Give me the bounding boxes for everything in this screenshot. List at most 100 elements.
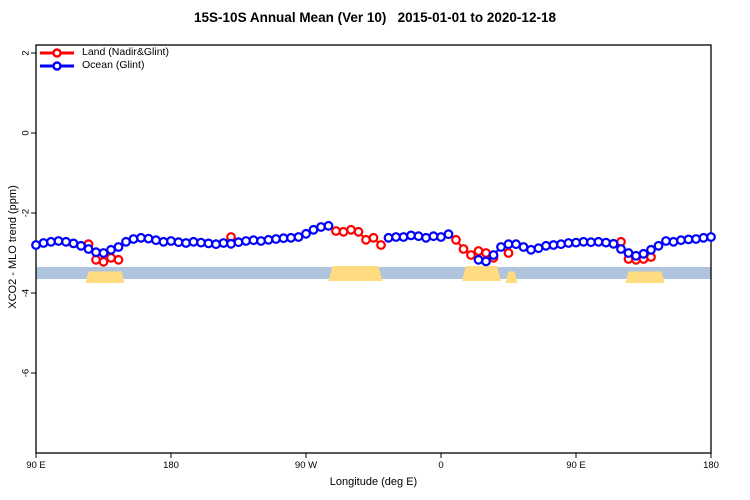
data-point [406,230,416,241]
data-point [181,238,191,248]
data-point [196,237,206,248]
data-point [638,248,649,259]
data-point [241,236,251,246]
data-point [668,236,679,247]
surface-strip [36,266,711,283]
axis-ticks: 90 E 180 90 W 0 90 E 180 2 0 -2 -4 -6 [21,50,719,471]
data-point [676,235,686,246]
data-point [113,254,124,265]
land-legend-marker [40,47,74,58]
land-strip-segment [328,266,383,281]
data-point [601,237,611,248]
ocean-series [31,220,716,267]
data-point [706,232,716,242]
data-point [413,231,424,242]
land-strip-segment [625,271,665,283]
data-point [203,238,214,249]
data-point [466,250,476,260]
data-point [571,237,581,248]
legend-label-ocean: Ocean (Glint) [82,59,145,71]
legend: Land (Nadir&Glint) Ocean (Glint) [39,46,169,72]
data-point [698,232,709,243]
data-point [616,244,626,254]
legend-label-land: Land (Nadir&Glint) [82,46,169,58]
land-strip-segment [462,266,501,281]
data-point [151,235,161,246]
data-point [166,236,176,246]
data-point [398,232,409,242]
data-point [428,231,439,242]
data-point [323,220,334,231]
legend-item-ocean: Ocean (Glint) [39,59,169,72]
data-point [488,250,499,260]
y-tick-label: -2 [21,209,32,217]
data-point [233,237,244,248]
data-point [331,226,341,236]
data-point [421,232,431,243]
data-point [128,234,139,244]
data-point [451,234,461,245]
data-point [443,229,454,240]
land-strip-segment [85,271,125,283]
data-point [368,232,379,243]
data-point [481,256,491,267]
data-point [593,236,604,247]
data-point [383,232,394,243]
data-point [541,240,551,251]
data-point [46,236,56,247]
data-point [376,240,386,250]
data-point [256,236,266,246]
y-axis-title: XCO2 - MLO trend (ppm) [7,185,19,309]
data-point [173,237,184,248]
plot-box [35,44,712,454]
y-tick-label: 0 [21,130,32,135]
data-point [158,236,169,247]
data-point [61,236,71,247]
data-point [548,240,559,250]
data-point [38,238,49,248]
data-point [691,234,701,244]
y-tick-label: -4 [21,289,32,297]
data-point [53,236,64,246]
data-point [226,238,236,249]
data-point [353,226,364,237]
x-tick-label: 90 E [26,460,46,471]
data-point [556,239,566,250]
data-point [316,222,326,232]
data-point [248,235,259,246]
data-point [91,247,101,258]
data-point [211,239,221,250]
x-tick-label: 0 [438,460,443,471]
data-point [188,236,199,247]
data-point [503,248,514,258]
data-point [458,244,469,254]
land-strip-segment [505,271,518,283]
data-point [98,256,109,267]
x-axis-title: Longitude (deg E) [329,476,418,488]
y-tick-label: 2 [21,50,32,55]
x-tick-label: 180 [703,460,719,471]
x-tick-label: 90 W [295,460,317,471]
data-point [136,232,146,243]
data-point [301,228,311,239]
data-point [143,233,154,244]
data-point [263,234,274,245]
x-tick-label: 180 [163,460,179,471]
x-tick-label: 90 E [566,460,586,471]
y-tick-label: -6 [21,369,32,377]
data-point [661,236,671,246]
legend-item-land: Land (Nadir&Glint) [39,46,169,59]
data-point [653,240,664,251]
data-point [646,244,656,255]
ocean-legend-marker [40,60,74,71]
data-point [218,238,229,248]
data-point [271,234,281,244]
chart-title: 15S-10S Annual Mean (Ver 10) 2015-01-01 … [194,10,556,25]
data-point [286,232,296,243]
data-point [608,238,619,249]
data-point [113,242,124,252]
data-point [526,244,536,255]
data-point [473,254,484,265]
